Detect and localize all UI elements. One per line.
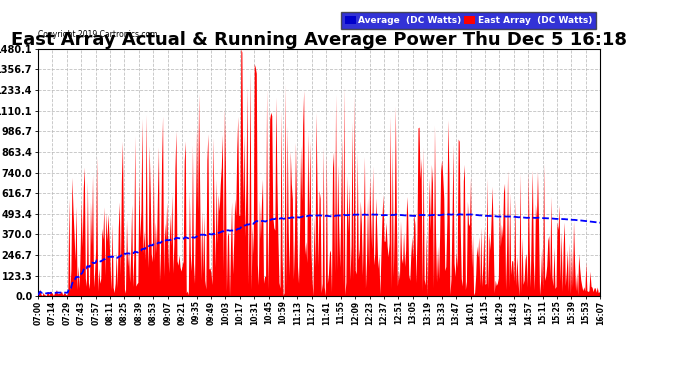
Text: Copyright 2019 Cartronics.com: Copyright 2019 Cartronics.com [38,30,157,39]
Legend: Average  (DC Watts), East Array  (DC Watts): Average (DC Watts), East Array (DC Watts… [341,12,595,28]
Title: East Array Actual & Running Average Power Thu Dec 5 16:18: East Array Actual & Running Average Powe… [11,31,627,49]
